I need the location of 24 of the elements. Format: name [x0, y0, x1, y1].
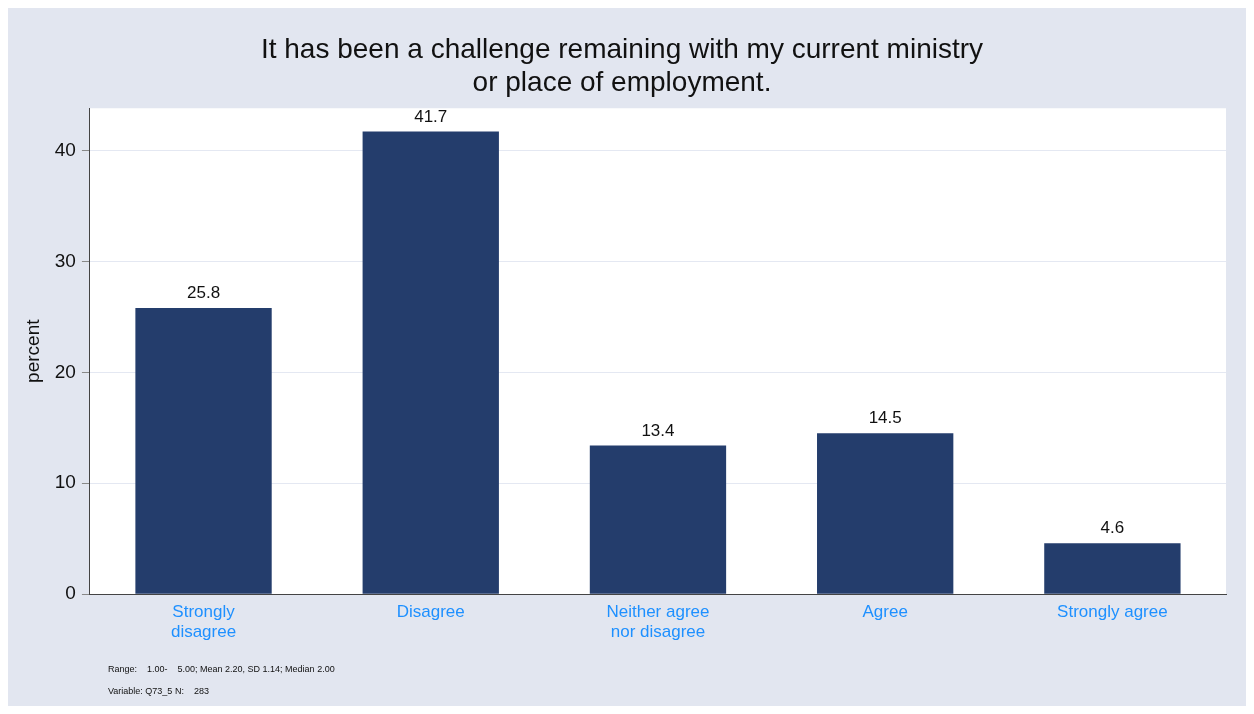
x-tick-label: Strongly disagree: [170, 602, 237, 642]
data-label: 14.5: [868, 408, 902, 428]
bar: [135, 307, 272, 594]
y-tick-label: 20: [54, 360, 76, 382]
chart-title: It has been a challenge remaining with my current ministry or place of employment.: [260, 32, 984, 98]
data-label: 13.4: [641, 420, 675, 440]
data-label: 25.8: [186, 283, 221, 303]
y-tick-label: 0: [65, 582, 76, 604]
x-tick-label: Agree: [862, 602, 908, 622]
text: Range: 1.00- 5.00; Mean 2.20, SD 1.14; Median 2.00: [108, 664, 335, 674]
bar: [589, 445, 727, 594]
x-tick-label: Neither agree nor disagree: [606, 602, 710, 642]
bar: [1044, 543, 1181, 594]
y-tick-label: 40: [54, 138, 76, 160]
data-label: 41.7: [414, 106, 448, 126]
y-tick-label: 30: [54, 249, 76, 271]
y-tick-label: 10: [54, 471, 76, 493]
bar: [362, 131, 499, 594]
x-tick-label: Disagree: [396, 602, 465, 622]
data-label: 4.6: [1100, 518, 1125, 538]
bar: [817, 433, 954, 594]
y-axis-title: percent: [21, 318, 43, 383]
x-tick-label: Strongly agree: [1057, 602, 1168, 622]
text: Variable: Q73_5 N: 283: [108, 686, 209, 696]
